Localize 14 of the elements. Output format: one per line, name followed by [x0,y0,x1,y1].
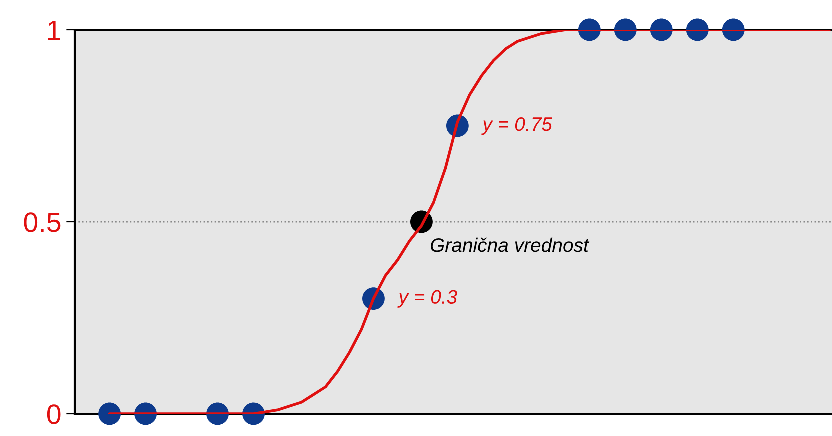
data-label: y = 0.75 [482,117,552,136]
y-tick-label: 0 [47,404,61,424]
point [98,402,121,426]
y-tick-label: 1 [48,20,60,40]
point [650,18,673,42]
point [722,18,745,42]
data-label: Granična vrednost [431,238,590,252]
point [134,402,157,426]
data-label: y = 0.3 [398,290,458,308]
y-tick-label: 0.5 [24,212,61,232]
point [614,18,637,42]
point [206,402,229,426]
point [686,18,709,42]
point [578,18,601,42]
